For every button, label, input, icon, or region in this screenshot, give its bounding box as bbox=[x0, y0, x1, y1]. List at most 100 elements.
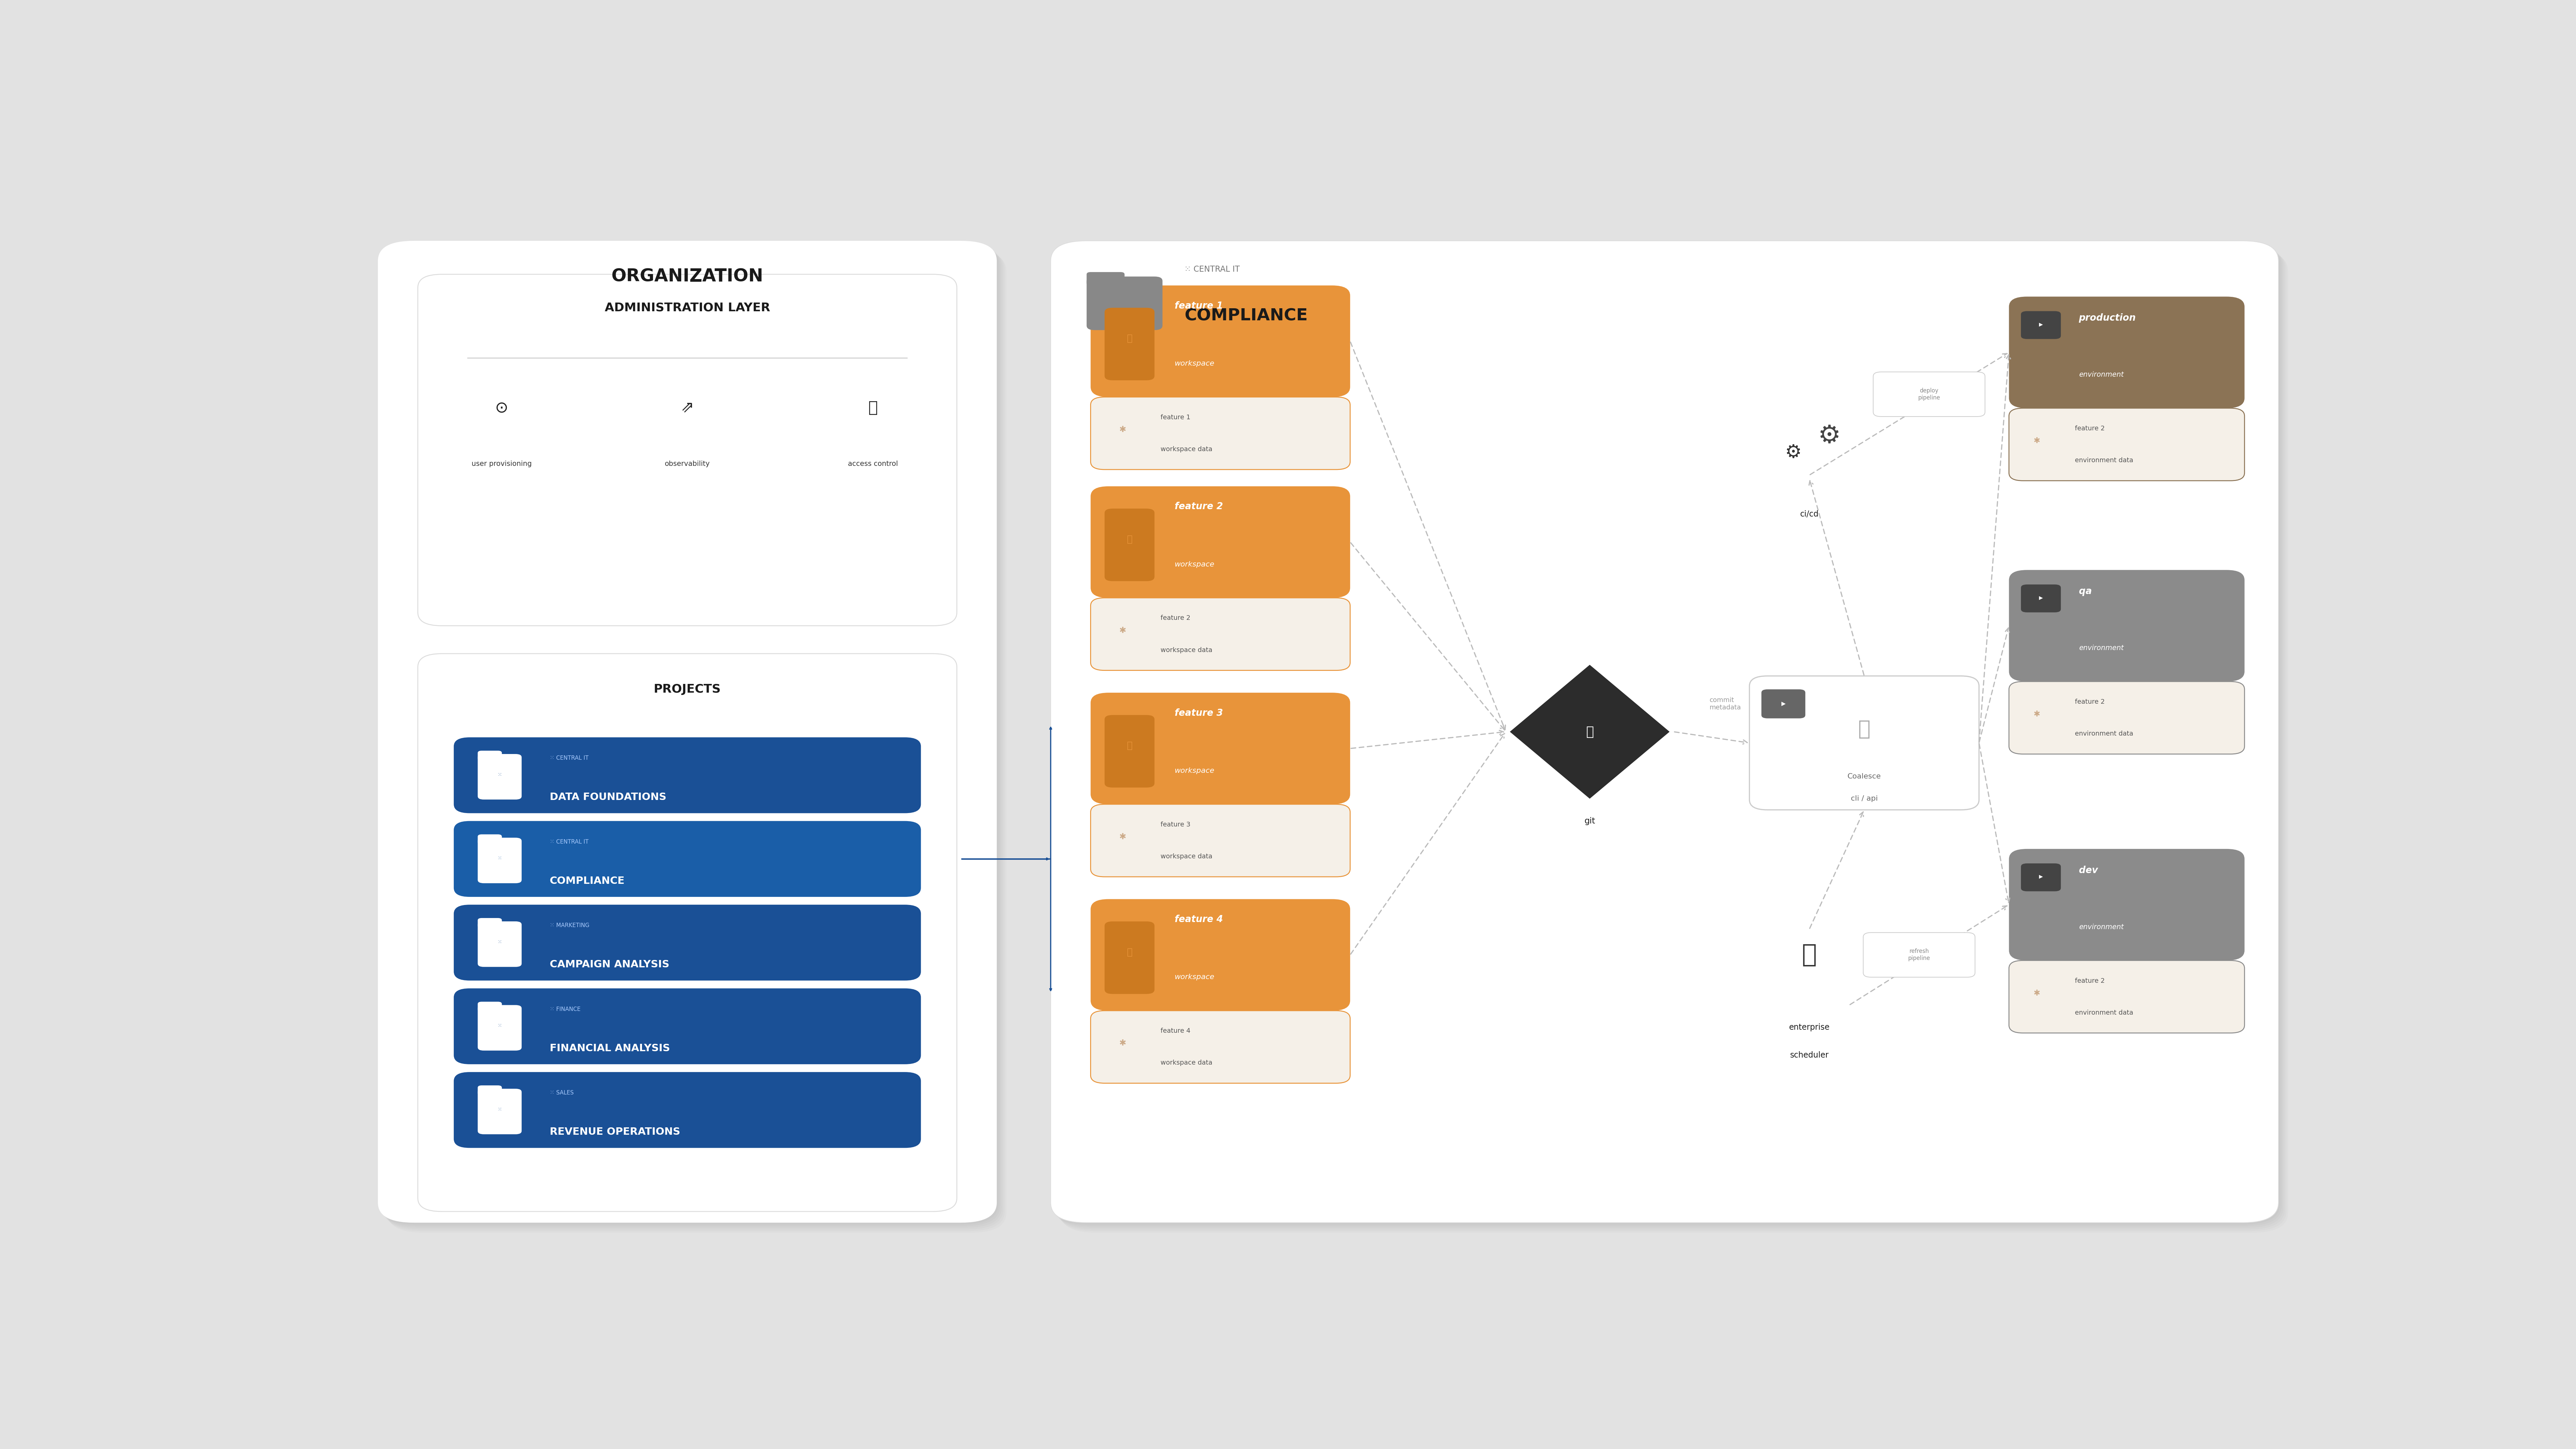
Text: feature 1: feature 1 bbox=[1175, 301, 1224, 310]
Text: ⚙: ⚙ bbox=[1785, 443, 1801, 462]
Text: feature 4: feature 4 bbox=[1175, 914, 1224, 924]
Text: DATA FOUNDATIONS: DATA FOUNDATIONS bbox=[549, 793, 667, 803]
FancyBboxPatch shape bbox=[477, 753, 520, 800]
Text: ⁙ MARKETING: ⁙ MARKETING bbox=[549, 923, 590, 929]
FancyBboxPatch shape bbox=[2009, 849, 2244, 961]
FancyBboxPatch shape bbox=[477, 751, 502, 761]
Text: workspace: workspace bbox=[1175, 974, 1213, 981]
FancyBboxPatch shape bbox=[1090, 693, 1350, 804]
Text: ✱: ✱ bbox=[2032, 436, 2040, 445]
FancyBboxPatch shape bbox=[477, 1001, 502, 1011]
Text: commit
metadata: commit metadata bbox=[1710, 697, 1741, 710]
FancyBboxPatch shape bbox=[2009, 681, 2244, 753]
Text: ORGANIZATION: ORGANIZATION bbox=[611, 268, 762, 285]
FancyBboxPatch shape bbox=[1090, 804, 1350, 877]
Text: workspace data: workspace data bbox=[1159, 853, 1213, 859]
Text: COMPLIANCE: COMPLIANCE bbox=[549, 877, 623, 885]
FancyBboxPatch shape bbox=[1862, 933, 1976, 977]
FancyBboxPatch shape bbox=[2009, 409, 2244, 481]
Text: environment data: environment data bbox=[2074, 458, 2133, 464]
FancyBboxPatch shape bbox=[477, 922, 520, 966]
FancyBboxPatch shape bbox=[1051, 241, 2277, 1223]
Text: ⁙: ⁙ bbox=[497, 1023, 502, 1029]
Text: workspace: workspace bbox=[1175, 361, 1213, 367]
Text: deploy
pipeline: deploy pipeline bbox=[1919, 388, 1940, 401]
FancyBboxPatch shape bbox=[1090, 1011, 1350, 1084]
Text: ✱: ✱ bbox=[2032, 990, 2040, 997]
FancyBboxPatch shape bbox=[477, 1085, 502, 1095]
FancyBboxPatch shape bbox=[1105, 509, 1154, 581]
Text: feature 3: feature 3 bbox=[1175, 709, 1224, 717]
Text: CAMPAIGN ANALYSIS: CAMPAIGN ANALYSIS bbox=[549, 959, 670, 969]
Text: qa: qa bbox=[2079, 587, 2092, 596]
FancyBboxPatch shape bbox=[453, 822, 922, 897]
Text: feature 2: feature 2 bbox=[1175, 501, 1224, 511]
Text: ⁙ CENTRAL IT: ⁙ CENTRAL IT bbox=[549, 755, 587, 761]
FancyBboxPatch shape bbox=[453, 988, 922, 1064]
Text: environment data: environment data bbox=[2074, 730, 2133, 738]
Text: workspace: workspace bbox=[1175, 768, 1213, 774]
Text: scheduler: scheduler bbox=[1790, 1052, 1829, 1059]
FancyBboxPatch shape bbox=[1087, 277, 1162, 330]
Text: ⦿: ⦿ bbox=[1126, 333, 1133, 343]
Text: environment data: environment data bbox=[2074, 1010, 2133, 1016]
Text: dev: dev bbox=[2079, 865, 2097, 875]
Text: ⦿: ⦿ bbox=[1126, 948, 1133, 956]
FancyBboxPatch shape bbox=[2022, 312, 2061, 339]
FancyBboxPatch shape bbox=[2022, 584, 2061, 613]
Text: workspace data: workspace data bbox=[1159, 446, 1213, 452]
Text: ⁙: ⁙ bbox=[497, 772, 502, 777]
FancyBboxPatch shape bbox=[453, 904, 922, 981]
FancyBboxPatch shape bbox=[1749, 675, 1978, 810]
FancyBboxPatch shape bbox=[1087, 272, 1126, 285]
Text: ⦿: ⦿ bbox=[1857, 720, 1870, 739]
FancyBboxPatch shape bbox=[2009, 297, 2244, 409]
FancyBboxPatch shape bbox=[453, 1072, 922, 1148]
FancyBboxPatch shape bbox=[477, 835, 502, 845]
Text: COMPLIANCE: COMPLIANCE bbox=[1185, 307, 1309, 325]
Text: ⦾: ⦾ bbox=[868, 400, 878, 416]
Text: REVENUE OPERATIONS: REVENUE OPERATIONS bbox=[549, 1127, 680, 1137]
FancyBboxPatch shape bbox=[477, 1088, 520, 1135]
Text: observability: observability bbox=[665, 461, 711, 468]
Text: ✱: ✱ bbox=[2032, 710, 2040, 719]
FancyBboxPatch shape bbox=[477, 838, 520, 884]
Text: ▶: ▶ bbox=[1780, 701, 1785, 707]
Text: refresh
pipeline: refresh pipeline bbox=[1909, 949, 1929, 961]
Text: feature 1: feature 1 bbox=[1159, 414, 1190, 420]
FancyBboxPatch shape bbox=[1090, 397, 1350, 469]
FancyBboxPatch shape bbox=[1090, 285, 1350, 397]
Text: cli / api: cli / api bbox=[1850, 796, 1878, 803]
Text: Coalesce: Coalesce bbox=[1847, 772, 1880, 780]
FancyBboxPatch shape bbox=[1090, 487, 1350, 598]
Text: enterprise: enterprise bbox=[1788, 1023, 1829, 1032]
FancyBboxPatch shape bbox=[2022, 864, 2061, 891]
Text: workspace: workspace bbox=[1175, 561, 1213, 568]
FancyBboxPatch shape bbox=[1105, 922, 1154, 994]
FancyBboxPatch shape bbox=[1762, 690, 1806, 719]
Text: production: production bbox=[2079, 313, 2136, 323]
Text: ▶: ▶ bbox=[2040, 322, 2043, 327]
Text: ▶: ▶ bbox=[2040, 874, 2043, 880]
Text: ⏱: ⏱ bbox=[1801, 943, 1816, 966]
FancyBboxPatch shape bbox=[477, 919, 502, 927]
Text: ⊙: ⊙ bbox=[495, 400, 507, 416]
Text: environment: environment bbox=[2079, 923, 2123, 930]
Text: ⁙ SALES: ⁙ SALES bbox=[549, 1090, 574, 1095]
Text: workspace data: workspace data bbox=[1159, 1059, 1213, 1066]
Text: ⇗: ⇗ bbox=[680, 400, 693, 416]
FancyBboxPatch shape bbox=[1873, 372, 1986, 416]
Text: ⁙: ⁙ bbox=[497, 939, 502, 945]
Text: ⦿: ⦿ bbox=[1126, 740, 1133, 751]
FancyBboxPatch shape bbox=[1090, 898, 1350, 1011]
Text: environment: environment bbox=[2079, 645, 2123, 652]
Text: environment: environment bbox=[2079, 371, 2123, 378]
Text: ⩚: ⩚ bbox=[1587, 726, 1595, 738]
Text: ✱: ✱ bbox=[1118, 626, 1126, 635]
Text: ⁙: ⁙ bbox=[497, 856, 502, 861]
Text: ✱: ✱ bbox=[1118, 833, 1126, 840]
Text: feature 3: feature 3 bbox=[1159, 822, 1190, 827]
Text: ✱: ✱ bbox=[1118, 1039, 1126, 1048]
Text: PROJECTS: PROJECTS bbox=[654, 684, 721, 696]
FancyBboxPatch shape bbox=[1105, 307, 1154, 380]
